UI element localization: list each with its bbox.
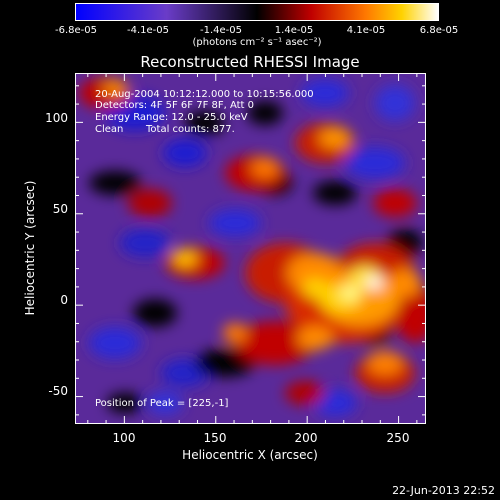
colorbar-tick: 4.1e-05 (346, 25, 386, 36)
emission-blob (389, 269, 421, 297)
annotation-clean: Clean (95, 124, 124, 135)
emission-blob (251, 158, 279, 178)
heatmap-image (75, 73, 426, 424)
emission-blob (247, 101, 283, 125)
emission-blob (340, 286, 360, 300)
emission-blob (103, 80, 127, 96)
emission-blob (301, 79, 349, 107)
x-tick-label: 200 (294, 431, 318, 445)
emission-blob (133, 299, 177, 327)
emission-blob (223, 323, 247, 343)
emission-blob (319, 128, 351, 148)
y-tick-label: 50 (52, 202, 68, 216)
emission-blob (297, 326, 333, 350)
emission-blob (163, 139, 207, 167)
emission-blob (375, 85, 415, 121)
emission-blob (367, 351, 403, 375)
emission-blob (89, 171, 141, 195)
emission-blob (195, 349, 255, 377)
annotation-detectors: Detectors: 4F 5F 6F 7F 8F, Att 0 (95, 100, 255, 111)
emission-blob (177, 252, 193, 264)
y-tick-label: 100 (45, 111, 68, 125)
x-tick-label: 100 (112, 431, 136, 445)
emission-blob (235, 321, 315, 365)
y-tick-label: 0 (60, 293, 68, 307)
emission-blob (120, 229, 170, 257)
colorbar-tick: -6.8e-05 (55, 25, 97, 36)
emission-blob (285, 381, 325, 405)
emission-blob (395, 283, 426, 343)
annotation-time-range: 20-Aug-2004 10:12:12.000 to 10:15:56.000 (95, 89, 314, 100)
emission-blob (367, 277, 383, 289)
emission-blob (185, 111, 225, 135)
x-tick-label: 250 (386, 431, 410, 445)
y-tick-label: -50 (48, 384, 68, 398)
emission-blob (313, 181, 357, 205)
colorbar-tick: 1.4e-05 (274, 25, 314, 36)
emission-blob (345, 147, 405, 179)
emission-blob (128, 189, 172, 217)
annotation-peak-position: Position of Peak = [225,-1] (95, 398, 229, 409)
emission-blob (373, 189, 417, 217)
colorbar-tick: 6.8e-05 (419, 25, 459, 36)
emission-blob (209, 209, 261, 237)
annotation-total-counts: Total counts: 877. (146, 124, 235, 135)
colorbar-tick: -4.1e-05 (127, 25, 169, 36)
y-axis-label: Heliocentric Y (arcsec) (23, 180, 37, 316)
timestamp: 22-Jun-2013 22:52 (392, 484, 495, 497)
emission-blob (107, 393, 143, 413)
colorbar-tick: -1.4e-05 (200, 25, 242, 36)
x-axis-label: Heliocentric X (arcsec) (182, 448, 318, 462)
annotation-energy-range: Energy Range: 12.0 - 25.0 keV (95, 112, 248, 123)
x-tick-label: 150 (203, 431, 227, 445)
emission-blob (303, 278, 327, 298)
chart-title: Reconstructed RHESSI Image (140, 53, 360, 71)
colorbar (75, 3, 439, 21)
emission-blob (89, 327, 141, 359)
colorbar-unit: (photons cm⁻² s⁻¹ asec⁻²) (192, 37, 322, 48)
emission-blob (147, 391, 183, 415)
